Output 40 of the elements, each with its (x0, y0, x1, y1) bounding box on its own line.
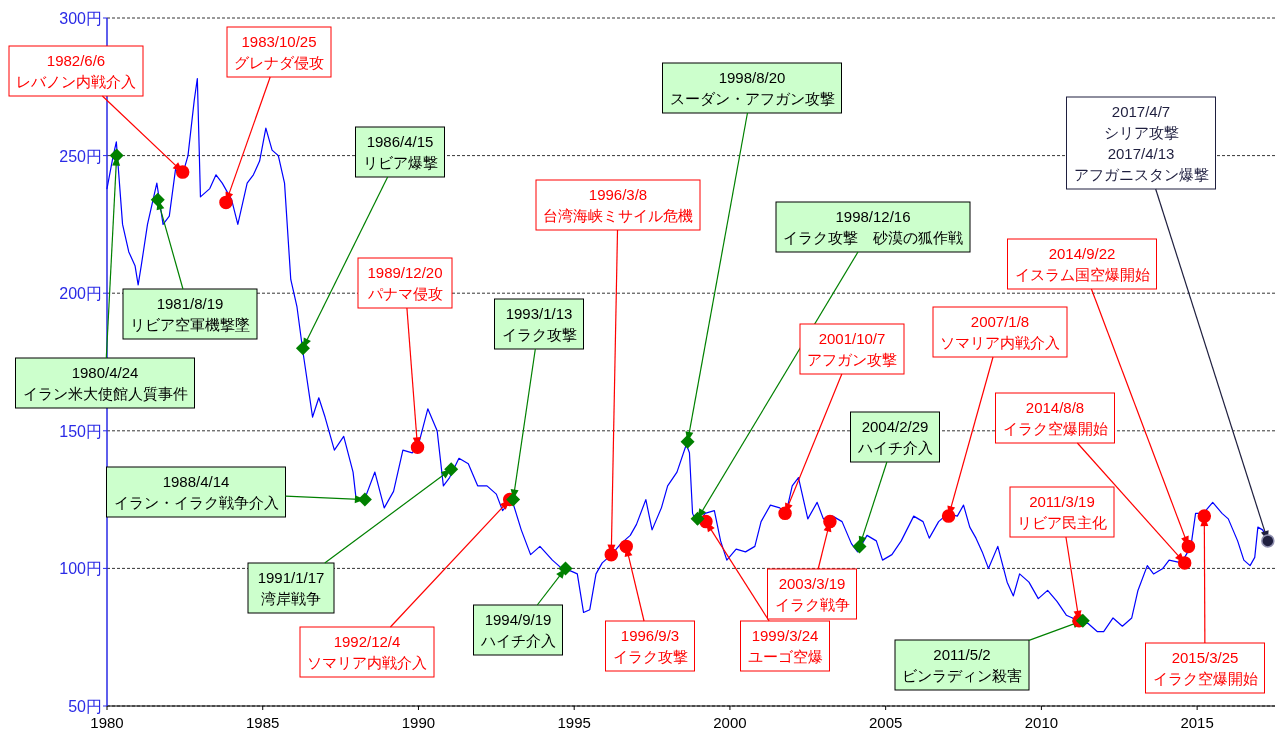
annotation: 1996/9/3 イラク攻撃 (612, 627, 688, 665)
y-tick-label: 50円 (68, 698, 102, 715)
x-tick-label: 2005 (868, 714, 903, 731)
annotation: 1999/3/24 ユーゴ空爆 (747, 627, 823, 665)
x-tick-label: 2010 (1024, 714, 1059, 731)
annotation: 1998/8/20 スーダン・アフガン攻撃 (669, 69, 835, 107)
annotation: 1986/4/15 リビア爆撃 (362, 133, 438, 171)
annotation: 2015/3/25 イラク空爆開始 (1152, 649, 1258, 687)
annotation: 1991/1/17 湾岸戦争 (257, 569, 325, 607)
annotation: 1992/12/4 ソマリア内戦介入 (307, 633, 427, 671)
x-tick-label: 1985 (246, 714, 280, 731)
annotation: 2007/1/8 ソマリア内戦介入 (940, 313, 1060, 351)
annotation: 1996/3/8 台湾海峡ミサイル危機 (543, 186, 693, 224)
annotation: 2017/4/7 シリア攻撃 2017/4/13 アフガニスタン爆撃 (1073, 103, 1209, 183)
y-tick-label: 100円 (59, 560, 102, 578)
x-tick-label: 2015 (1180, 714, 1214, 731)
annotation: 2004/2/29 ハイチ介入 (856, 418, 933, 456)
y-tick-label: 300円 (59, 10, 102, 27)
annotation: 1980/4/24 イラン米大使館人質事件 (22, 364, 188, 402)
annotation: 1998/12/16 イラク攻撃 砂漠の狐作戦 (783, 208, 963, 246)
annotation: 1983/10/25 グレナダ侵攻 (234, 33, 324, 71)
y-tick-label: 150円 (59, 422, 102, 440)
x-tick-label: 1980 (90, 714, 124, 731)
x-tick-label: 2000 (713, 714, 747, 731)
annotation: 2011/3/19 リビア民主化 (1017, 493, 1107, 531)
annotation: 1993/1/13 イラク攻撃 (501, 305, 577, 343)
annotation: 2001/10/7 アフガン攻撃 (807, 330, 897, 368)
annotation: 2003/3/19 イラク戦争 (774, 575, 850, 613)
annotation: 2014/9/22 イスラム国空爆開始 (1014, 245, 1150, 283)
annotation: 1988/4/14 イラン・イラク戦争介入 (113, 473, 279, 511)
annotation: 1994/9/19 ハイチ介入 (479, 611, 556, 649)
annotation: 2011/5/2 ビンラディン殺害 (902, 646, 1022, 684)
annotation: 1982/6/6 レバノン内戦介入 (16, 52, 136, 90)
x-tick-label: 1995 (557, 714, 591, 731)
annotation: 2014/8/8 イラク空爆開始 (1002, 399, 1108, 437)
y-tick-label: 250円 (59, 147, 102, 165)
x-tick-label: 1990 (401, 714, 436, 731)
annotation: 1989/12/20 パナマ侵攻 (366, 264, 443, 302)
annotation: 1981/8/19 リビア空軍機撃墜 (130, 295, 250, 333)
y-tick-label: 200円 (59, 285, 102, 303)
